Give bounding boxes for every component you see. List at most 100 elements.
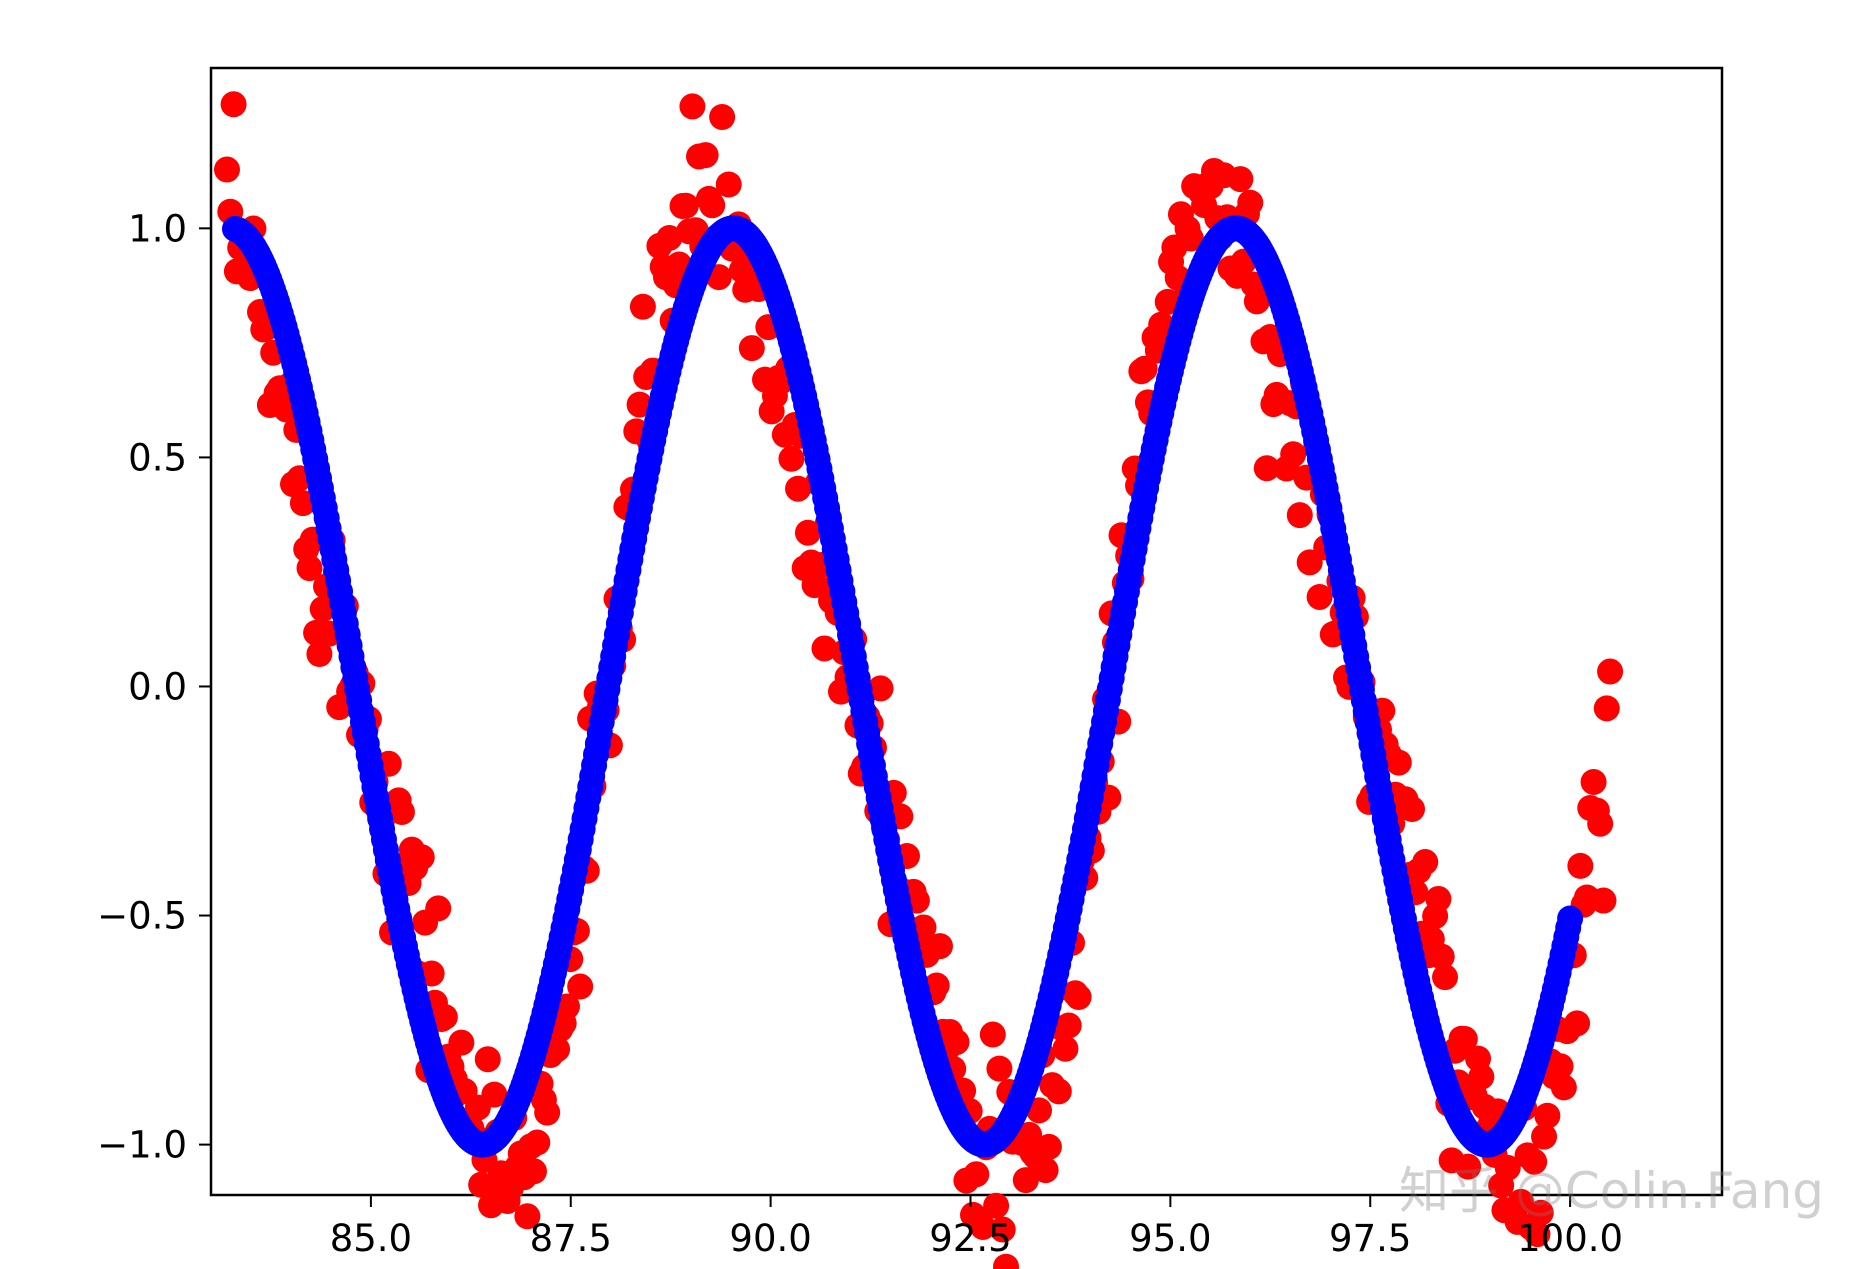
red-point [943, 1029, 970, 1056]
red-point [213, 156, 240, 183]
red-point [544, 1036, 571, 1063]
red-point [520, 1158, 547, 1185]
red-point [679, 93, 706, 120]
red-point [448, 1029, 475, 1056]
red-point [1399, 796, 1426, 823]
red-point [794, 519, 821, 546]
watermark-text: 知乎 @Colin.Fang [1399, 1162, 1824, 1220]
x-tick-label: 92.5 [929, 1217, 1011, 1260]
red-point [425, 895, 452, 922]
red-point [1296, 549, 1323, 576]
red-point [1032, 1157, 1059, 1184]
x-tick-label: 97.5 [1329, 1217, 1411, 1260]
red-point [1428, 943, 1455, 970]
red-point [1306, 583, 1333, 610]
x-tick-label: 95.0 [1129, 1217, 1211, 1260]
red-point [1280, 441, 1307, 468]
red-point [1045, 1078, 1072, 1105]
y-tick-label: −1.0 [97, 1124, 187, 1167]
red-point [983, 1192, 1010, 1219]
red-point [785, 475, 812, 502]
red-point [468, 1171, 495, 1198]
red-point [524, 1129, 551, 1156]
red-point [692, 142, 719, 169]
red-point [1455, 1153, 1482, 1180]
red-point [801, 572, 828, 599]
red-point [1451, 1026, 1478, 1053]
red-point [986, 1055, 1013, 1082]
y-tick-label: 0.5 [128, 436, 187, 479]
red-point [1012, 1167, 1039, 1194]
red-point [388, 798, 415, 825]
red-point [1534, 1102, 1561, 1129]
red-point [629, 293, 656, 320]
red-point [1237, 189, 1264, 216]
red-point [1521, 1148, 1548, 1175]
red-point [1524, 1221, 1551, 1248]
red-point [1432, 964, 1459, 991]
x-tick-label: 100.0 [1517, 1217, 1623, 1260]
red-point [969, 1213, 996, 1240]
red-point [1253, 455, 1280, 482]
x-axis: 85.0 87.5 90.0 92.5 95.0 97.5 100.0 [330, 1195, 1623, 1260]
plot-area [209, 66, 1724, 1197]
red-point [289, 490, 316, 517]
red-point [306, 641, 333, 668]
y-tick-label: −0.5 [97, 895, 187, 938]
x-tick-label: 85.0 [330, 1217, 412, 1260]
red-point [778, 445, 805, 472]
x-tick-label: 90.0 [729, 1217, 811, 1260]
red-point [1593, 695, 1620, 722]
red-point [1177, 225, 1204, 252]
red-point [1580, 768, 1607, 795]
red-point [738, 335, 765, 362]
red-point [1597, 658, 1624, 685]
red-point [1590, 887, 1617, 914]
red-point [709, 103, 736, 130]
red-point [989, 1216, 1016, 1243]
red-point [1227, 166, 1254, 193]
y-tick-label: 0.0 [128, 665, 187, 708]
red-point [699, 192, 726, 219]
red-point [1547, 1053, 1574, 1080]
blue-point [1557, 905, 1584, 932]
red-point [963, 1161, 990, 1188]
red-point [1286, 502, 1313, 529]
y-axis: 1.0 0.5 0.0 −0.5 −1.0 [97, 207, 211, 1167]
red-point [672, 192, 699, 219]
red-point [1587, 810, 1614, 837]
red-point [1052, 1035, 1079, 1062]
red-point [220, 91, 247, 118]
red-point [408, 844, 435, 871]
red-point [993, 1253, 1020, 1269]
red-point [1055, 1012, 1082, 1039]
red-point [1567, 852, 1594, 879]
red-point [1035, 1133, 1062, 1160]
red-point [1564, 1010, 1591, 1037]
red-point [481, 1081, 508, 1108]
red-point [1468, 1063, 1495, 1090]
red-point [626, 391, 653, 418]
red-point [431, 1003, 458, 1030]
x-tick-label: 87.5 [530, 1217, 612, 1260]
red-point [1494, 1154, 1521, 1181]
red-point [811, 635, 838, 662]
red-point [867, 675, 894, 702]
blue-series [221, 215, 1584, 1158]
red-point [1412, 849, 1439, 876]
red-point [1527, 1199, 1554, 1226]
red-point [534, 1099, 561, 1126]
red-point [1425, 885, 1452, 912]
red-point [1531, 1123, 1558, 1150]
red-point [567, 973, 594, 1000]
red-point [1550, 1074, 1577, 1101]
red-point [296, 555, 323, 582]
red-point [656, 224, 683, 251]
y-tick-label: 1.0 [128, 207, 187, 250]
red-point [1131, 355, 1158, 382]
red-point [715, 171, 742, 198]
red-point [1507, 1188, 1534, 1215]
red-point [1385, 749, 1412, 776]
red-point [979, 1021, 1006, 1048]
